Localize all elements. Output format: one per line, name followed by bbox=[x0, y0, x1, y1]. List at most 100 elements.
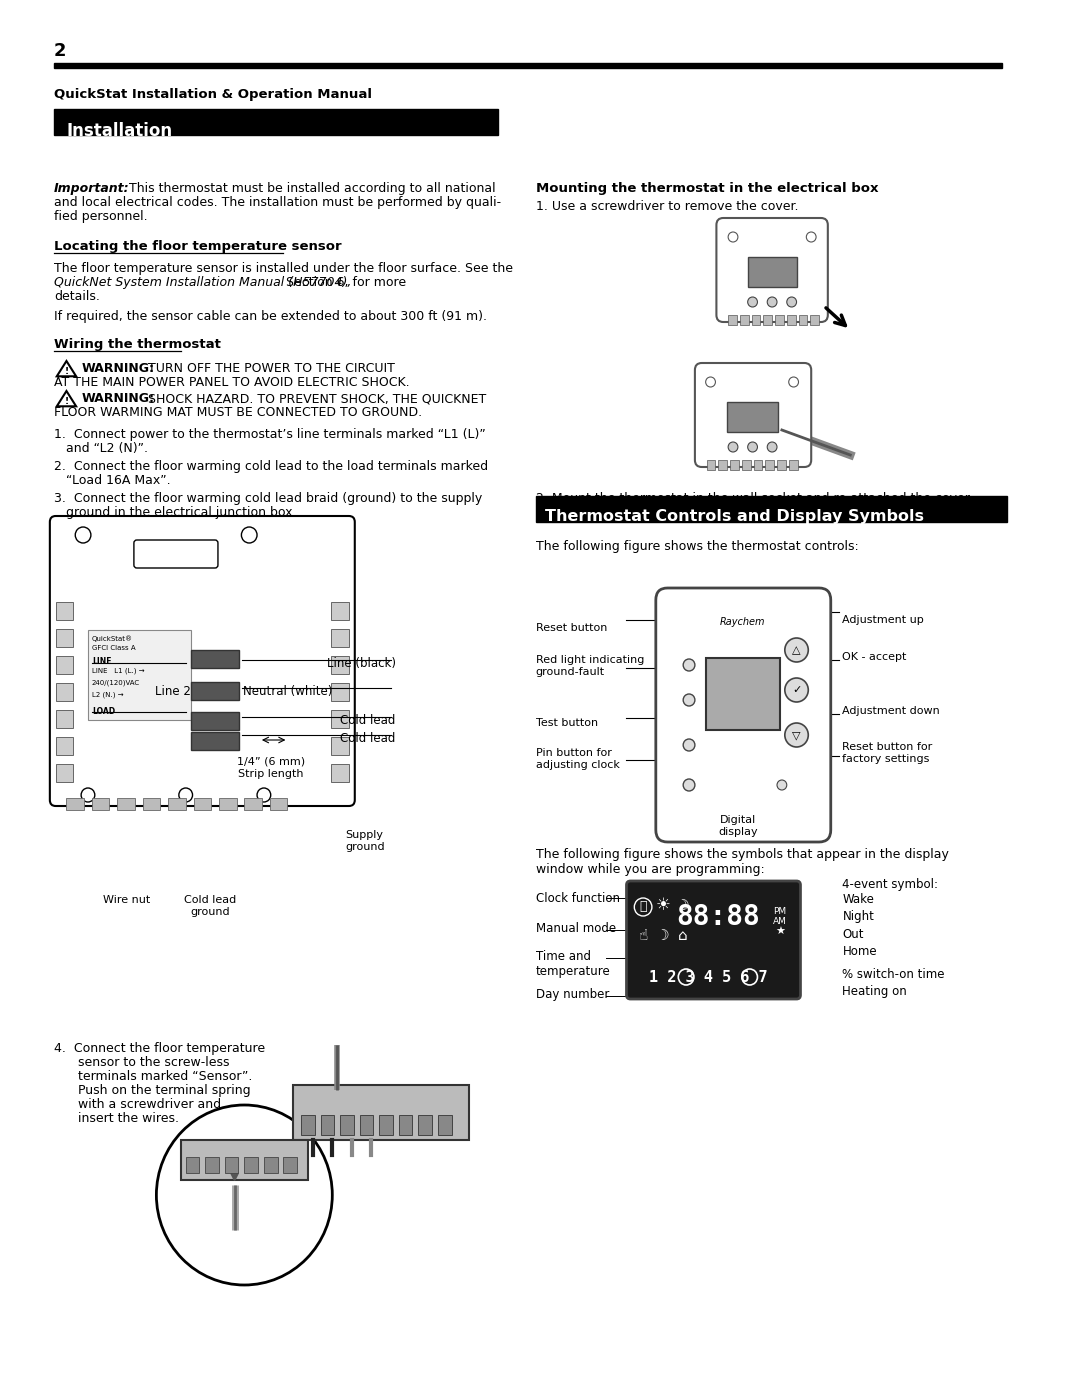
Bar bbox=[437, 1115, 451, 1134]
Bar bbox=[332, 738, 349, 754]
Bar bbox=[706, 460, 715, 469]
Bar bbox=[190, 682, 240, 700]
Text: with a screwdriver and: with a screwdriver and bbox=[54, 1098, 221, 1111]
Text: and “L2 (N)”.: and “L2 (N)”. bbox=[67, 441, 148, 455]
Circle shape bbox=[728, 441, 738, 453]
Text: Heating on: Heating on bbox=[842, 985, 907, 997]
Text: Line 2 (red) or Neutral (white): Line 2 (red) or Neutral (white) bbox=[154, 685, 333, 698]
Text: 1.  Connect power to the thermostat’s line terminals marked “L1 (L)”: 1. Connect power to the thermostat’s lin… bbox=[54, 427, 486, 441]
Text: Thermostat Controls and Display Symbols: Thermostat Controls and Display Symbols bbox=[545, 509, 924, 524]
Bar bbox=[332, 629, 349, 647]
Bar bbox=[788, 460, 797, 469]
Text: Cold lead: Cold lead bbox=[340, 732, 396, 745]
Text: Pin button for
adjusting clock: Pin button for adjusting clock bbox=[536, 747, 620, 770]
Text: LINE   L1 (L.) →: LINE L1 (L.) → bbox=[92, 666, 145, 673]
Text: L2 (N.) →: L2 (N.) → bbox=[92, 692, 123, 697]
Bar bbox=[786, 314, 796, 326]
Circle shape bbox=[788, 377, 798, 387]
Bar bbox=[332, 683, 349, 701]
Bar bbox=[810, 314, 819, 326]
Bar bbox=[92, 798, 109, 810]
Text: Home: Home bbox=[842, 944, 877, 958]
Text: QuickNet System Installation Manual (H57704),: QuickNet System Installation Manual (H57… bbox=[54, 277, 351, 289]
Text: !: ! bbox=[65, 398, 68, 407]
Bar bbox=[56, 602, 73, 620]
Text: SHOCK HAZARD. TO PREVENT SHOCK, THE QUICKNET: SHOCK HAZARD. TO PREVENT SHOCK, THE QUIC… bbox=[148, 393, 486, 405]
FancyBboxPatch shape bbox=[694, 363, 811, 467]
Bar bbox=[118, 798, 135, 810]
Bar bbox=[752, 314, 760, 326]
Circle shape bbox=[747, 298, 757, 307]
Text: Time and
temperature: Time and temperature bbox=[536, 950, 610, 978]
Text: 1/4” (6 mm)
Strip length: 1/4” (6 mm) Strip length bbox=[237, 757, 305, 778]
Text: fied personnel.: fied personnel. bbox=[54, 210, 147, 224]
Text: 240/(120)VAC: 240/(120)VAC bbox=[92, 680, 140, 686]
Circle shape bbox=[807, 232, 816, 242]
Bar bbox=[190, 650, 240, 668]
Text: If required, the sensor cable can be extended to about 300 ft (91 m).: If required, the sensor cable can be ext… bbox=[54, 310, 487, 323]
Text: 2: 2 bbox=[54, 42, 66, 60]
Bar bbox=[244, 798, 262, 810]
Text: Manual mode: Manual mode bbox=[536, 922, 616, 935]
Text: Cold lead
ground: Cold lead ground bbox=[184, 895, 237, 916]
Circle shape bbox=[767, 298, 777, 307]
Bar bbox=[205, 1157, 219, 1173]
Bar bbox=[321, 1115, 334, 1134]
Circle shape bbox=[785, 678, 808, 703]
Bar bbox=[332, 764, 349, 782]
Circle shape bbox=[257, 788, 271, 802]
Bar bbox=[190, 712, 240, 731]
Circle shape bbox=[684, 659, 694, 671]
Text: sensor to the screw-less: sensor to the screw-less bbox=[54, 1056, 229, 1069]
Bar bbox=[777, 460, 786, 469]
Bar bbox=[775, 314, 784, 326]
Text: ☝: ☝ bbox=[638, 928, 648, 943]
Text: Adjustment down: Adjustment down bbox=[842, 705, 941, 717]
Text: ☽: ☽ bbox=[675, 897, 689, 912]
Bar bbox=[56, 738, 73, 754]
Text: 4.  Connect the floor temperature: 4. Connect the floor temperature bbox=[54, 1042, 265, 1055]
Text: % switch-on time: % switch-on time bbox=[842, 968, 945, 981]
Text: Wiring the thermostat: Wiring the thermostat bbox=[54, 338, 220, 351]
FancyBboxPatch shape bbox=[626, 882, 800, 999]
Text: 3.  Connect the floor warming cold lead braid (ground) to the supply: 3. Connect the floor warming cold lead b… bbox=[54, 492, 482, 504]
Bar bbox=[180, 1140, 308, 1180]
Bar bbox=[727, 402, 778, 432]
Circle shape bbox=[705, 377, 715, 387]
Text: and local electrical codes. The installation must be performed by quali-: and local electrical codes. The installa… bbox=[54, 196, 501, 210]
Bar bbox=[536, 496, 1007, 522]
Bar bbox=[186, 1157, 200, 1173]
Text: 4-event symbol:: 4-event symbol: bbox=[842, 877, 939, 891]
Circle shape bbox=[785, 724, 808, 747]
Text: Wake: Wake bbox=[842, 893, 875, 907]
Bar bbox=[283, 1157, 297, 1173]
Circle shape bbox=[785, 638, 808, 662]
Text: ⏰: ⏰ bbox=[639, 901, 647, 914]
Text: 1 2 3 4 5 6 7: 1 2 3 4 5 6 7 bbox=[649, 970, 768, 985]
Bar bbox=[56, 764, 73, 782]
Text: QuickStat®: QuickStat® bbox=[92, 636, 133, 641]
Text: Test button: Test button bbox=[536, 718, 597, 728]
Text: 88:88: 88:88 bbox=[676, 902, 760, 930]
Text: Night: Night bbox=[842, 909, 875, 923]
Text: TURN OFF THE POWER TO THE CIRCUIT: TURN OFF THE POWER TO THE CIRCUIT bbox=[148, 362, 394, 374]
Text: 2.  Connect the floor warming cold lead to the load terminals marked: 2. Connect the floor warming cold lead t… bbox=[54, 460, 488, 474]
Bar bbox=[244, 1157, 258, 1173]
Bar bbox=[56, 710, 73, 728]
Text: Locating the floor temperature sensor: Locating the floor temperature sensor bbox=[54, 240, 341, 253]
Text: WARNING:: WARNING: bbox=[82, 393, 156, 405]
Text: “Load 16A Max”.: “Load 16A Max”. bbox=[67, 474, 171, 488]
Text: ⌂: ⌂ bbox=[677, 928, 687, 943]
Circle shape bbox=[179, 788, 192, 802]
Text: Reset button: Reset button bbox=[536, 623, 607, 633]
Text: Push on the terminal spring: Push on the terminal spring bbox=[54, 1084, 251, 1097]
Text: Reset button for
factory settings: Reset button for factory settings bbox=[842, 742, 933, 764]
Text: terminals marked “Sensor”.: terminals marked “Sensor”. bbox=[54, 1070, 252, 1083]
Bar bbox=[56, 657, 73, 673]
FancyBboxPatch shape bbox=[656, 588, 831, 842]
Bar bbox=[379, 1115, 393, 1134]
Text: ✓: ✓ bbox=[792, 685, 801, 694]
Bar bbox=[742, 460, 751, 469]
Bar bbox=[718, 460, 727, 469]
Bar bbox=[360, 1115, 374, 1134]
